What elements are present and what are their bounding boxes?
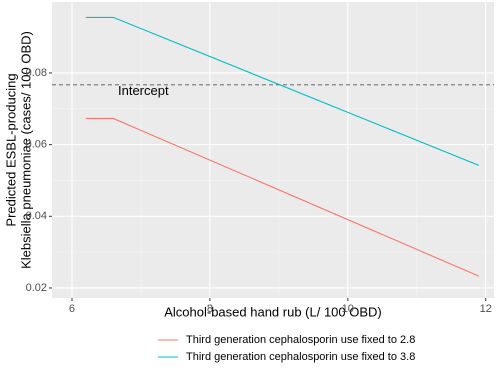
y-tick-label: 0.04 [26, 210, 47, 222]
legend-label: Third generation cephalosporin use fixed… [186, 334, 415, 346]
x-tick-label: 10 [342, 303, 354, 315]
line-series [85, 16, 480, 166]
annotation: Intercept [118, 83, 169, 98]
y-tick-label: 0.02 [26, 282, 47, 294]
y-tick-label: 0.06 [26, 139, 47, 151]
x-tick-label: 8 [207, 303, 213, 315]
line-series [85, 117, 480, 277]
y-axis-title: Predicted ESBL-producing [3, 73, 18, 226]
legend-label: Third generation cephalosporin use fixed… [186, 351, 415, 363]
y-tick-label: 0.08 [26, 67, 47, 79]
panel [52, 2, 494, 298]
x-tick-label: 12 [480, 303, 492, 315]
grid [52, 2, 494, 298]
x-axis-title: Alcohol-based hand rub (L/ 100 OBD) [164, 304, 382, 319]
x-tick-label: 6 [69, 303, 75, 315]
y-axis-title: Klebsiella pneumoniae (cases/ 100 OBD) [18, 31, 33, 269]
